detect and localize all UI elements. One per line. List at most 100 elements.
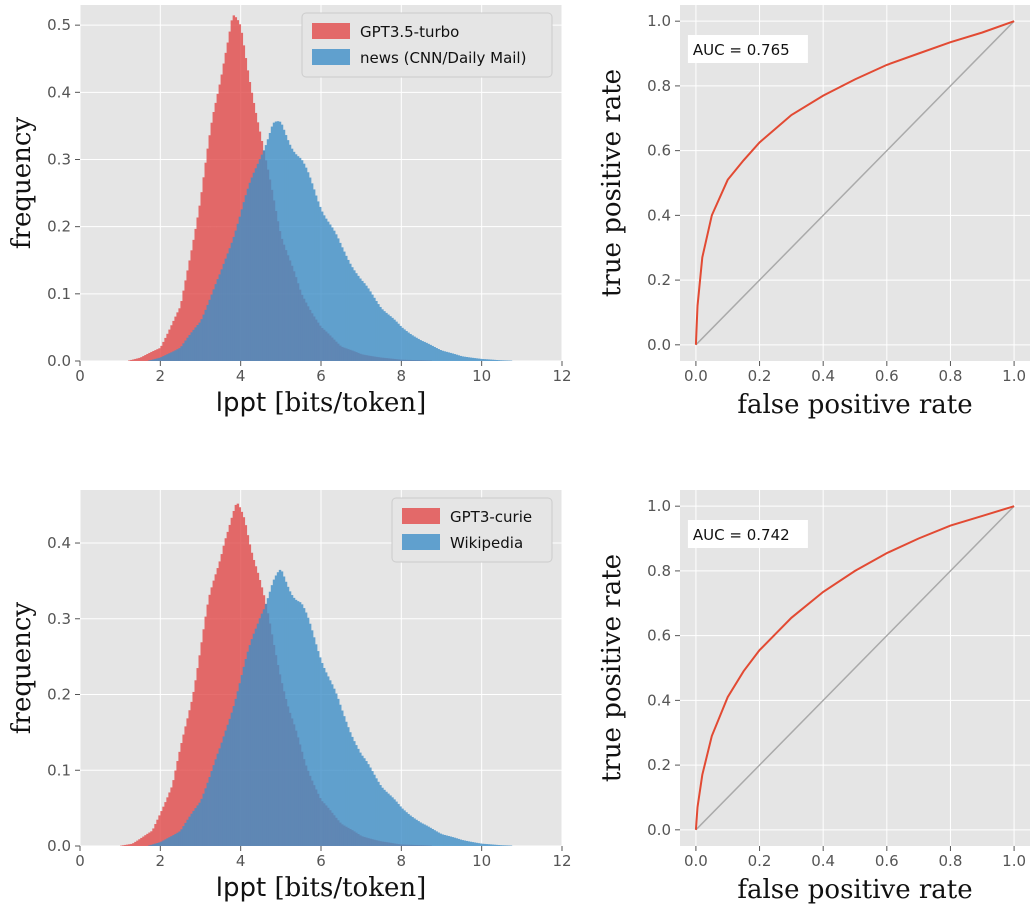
histogram-bar [232,510,236,846]
histogram-bar [298,157,302,361]
histogram-bar [150,831,153,846]
histogram-bar [453,354,456,361]
histogram-bar [333,688,336,846]
auc-box [687,35,808,63]
histogram-bar [174,316,177,361]
histogram-bar [264,145,268,361]
histogram-bar [200,642,203,846]
x-tick-label: 0.6 [875,852,899,870]
histogram-bar [228,718,232,846]
histogram-bar [367,764,370,846]
histogram-bar [216,279,219,361]
histogram-bar [240,32,244,361]
histogram-bar [204,162,207,361]
histogram-bar [150,844,153,846]
histogram-bar [220,742,223,846]
histogram-bar [152,359,155,361]
histogram-bar [314,195,318,361]
histogram-bar [365,285,368,361]
histogram-bar [345,721,348,846]
histogram-bar [437,832,440,846]
histogram-bar [377,781,380,846]
histogram-bar [469,357,473,361]
diagonal-reference-line [695,505,1015,831]
histogram-bar [286,140,290,361]
histogram-bar [176,349,179,361]
histogram-bar [379,785,382,846]
histogram-bar [451,353,454,361]
histogram-bar [411,335,414,361]
histogram-bar [312,637,316,846]
histogram-bar [407,332,410,361]
x-tick-label: 0.8 [939,367,963,385]
histogram-bar [176,312,179,361]
histogram-bar [337,238,340,361]
y-axis-label: true positive rate [597,554,627,782]
histogram-bar [122,845,125,846]
histogram-bar [174,833,177,846]
histogram-bar [357,748,360,846]
histogram-bar [341,710,344,846]
y-tick-label: 0.0 [647,336,671,354]
histogram-bar [475,358,479,361]
histogram-bar [148,832,151,846]
histogram-bar [453,837,456,846]
histogram-bar [284,581,288,846]
histogram-bar [192,239,195,361]
histogram-bar [230,242,234,361]
histogram-bar [236,691,240,846]
histogram-bar [262,609,266,846]
histogram-bar [220,269,223,361]
histogram-bar [194,327,197,361]
histogram-bar [292,597,296,846]
histogram-bar [276,121,280,361]
histogram-bar [282,576,286,846]
histogram-bar [212,111,215,361]
histogram-bar [196,805,199,846]
histogram-bar [168,329,171,361]
x-tick-label: 0 [75,367,85,385]
histogram-bar [198,655,201,846]
histogram-bar [158,842,161,846]
histogram-bar [156,349,159,361]
histogram-bar [431,345,434,361]
histogram-bar [433,346,436,361]
histogram-bar [343,251,346,361]
histogram-bar [154,358,157,361]
histogram-bar [212,580,215,846]
histogram-bar [479,358,483,361]
histogram-bar [226,724,230,846]
histogram-bar [224,258,228,361]
histogram-bar [258,618,262,846]
histogram-bar [172,351,175,361]
histogram-bar [244,659,248,846]
histogram-bar [353,741,356,846]
x-tick-label: 2 [156,852,166,870]
histogram-bar [182,826,185,846]
histogram-bar [357,275,360,361]
histogram-bar [471,842,475,846]
histogram-bar [232,15,236,361]
histogram-bar [172,835,175,846]
histogram-bar [310,630,314,846]
y-axis-label: frequency [7,602,37,735]
x-tick-label: 0.4 [811,367,835,385]
histogram-bar [230,712,234,846]
histogram-bar [439,350,442,361]
histogram-bar [154,824,157,846]
histogram-bar [359,278,362,361]
histogram-bar [339,704,342,846]
histogram-bar [443,351,446,361]
histogram-bar [174,770,177,846]
histogram-bar [329,680,332,846]
histogram-bar [242,202,246,361]
histogram-bar [421,823,424,846]
histogram-bar [160,345,163,361]
histogram-bar [501,845,505,846]
histogram-bar [327,221,330,361]
legend-swatch [312,23,350,39]
histogram-bar [172,780,175,846]
histogram-bar [425,342,428,361]
histogram-bar [365,761,368,846]
histogram-bar [212,289,215,361]
